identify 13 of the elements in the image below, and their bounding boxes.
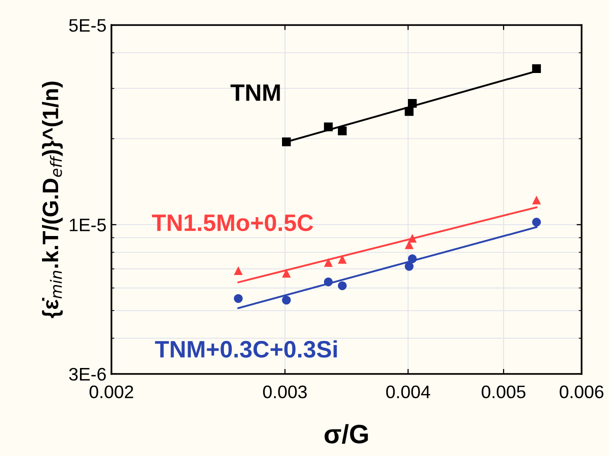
y-tick-label: 1E-5: [70, 218, 106, 232]
x-tick-label: 0.004: [386, 386, 430, 398]
y-tick-label: 3E-6: [69, 368, 106, 381]
series-label: TNM: [230, 84, 280, 101]
x-tick-label: 0.005: [482, 386, 526, 398]
series-label: TNM+0.3C+0.3Si: [155, 340, 337, 358]
x-axis-title: σ/G: [324, 424, 368, 444]
x-tick-label: 0.006: [560, 386, 604, 398]
x-tick-label: 0.002: [90, 386, 134, 398]
series-label: TN1.5Mo+0.5C: [152, 214, 314, 232]
y-axis-title: {ε̇$_{min}$.k.T/(G.D$_{eff}$)}^(1/n): [42, 82, 63, 318]
x-tick-label: 0.003: [263, 386, 307, 398]
y-tick-label: 5E-5: [69, 19, 106, 32]
